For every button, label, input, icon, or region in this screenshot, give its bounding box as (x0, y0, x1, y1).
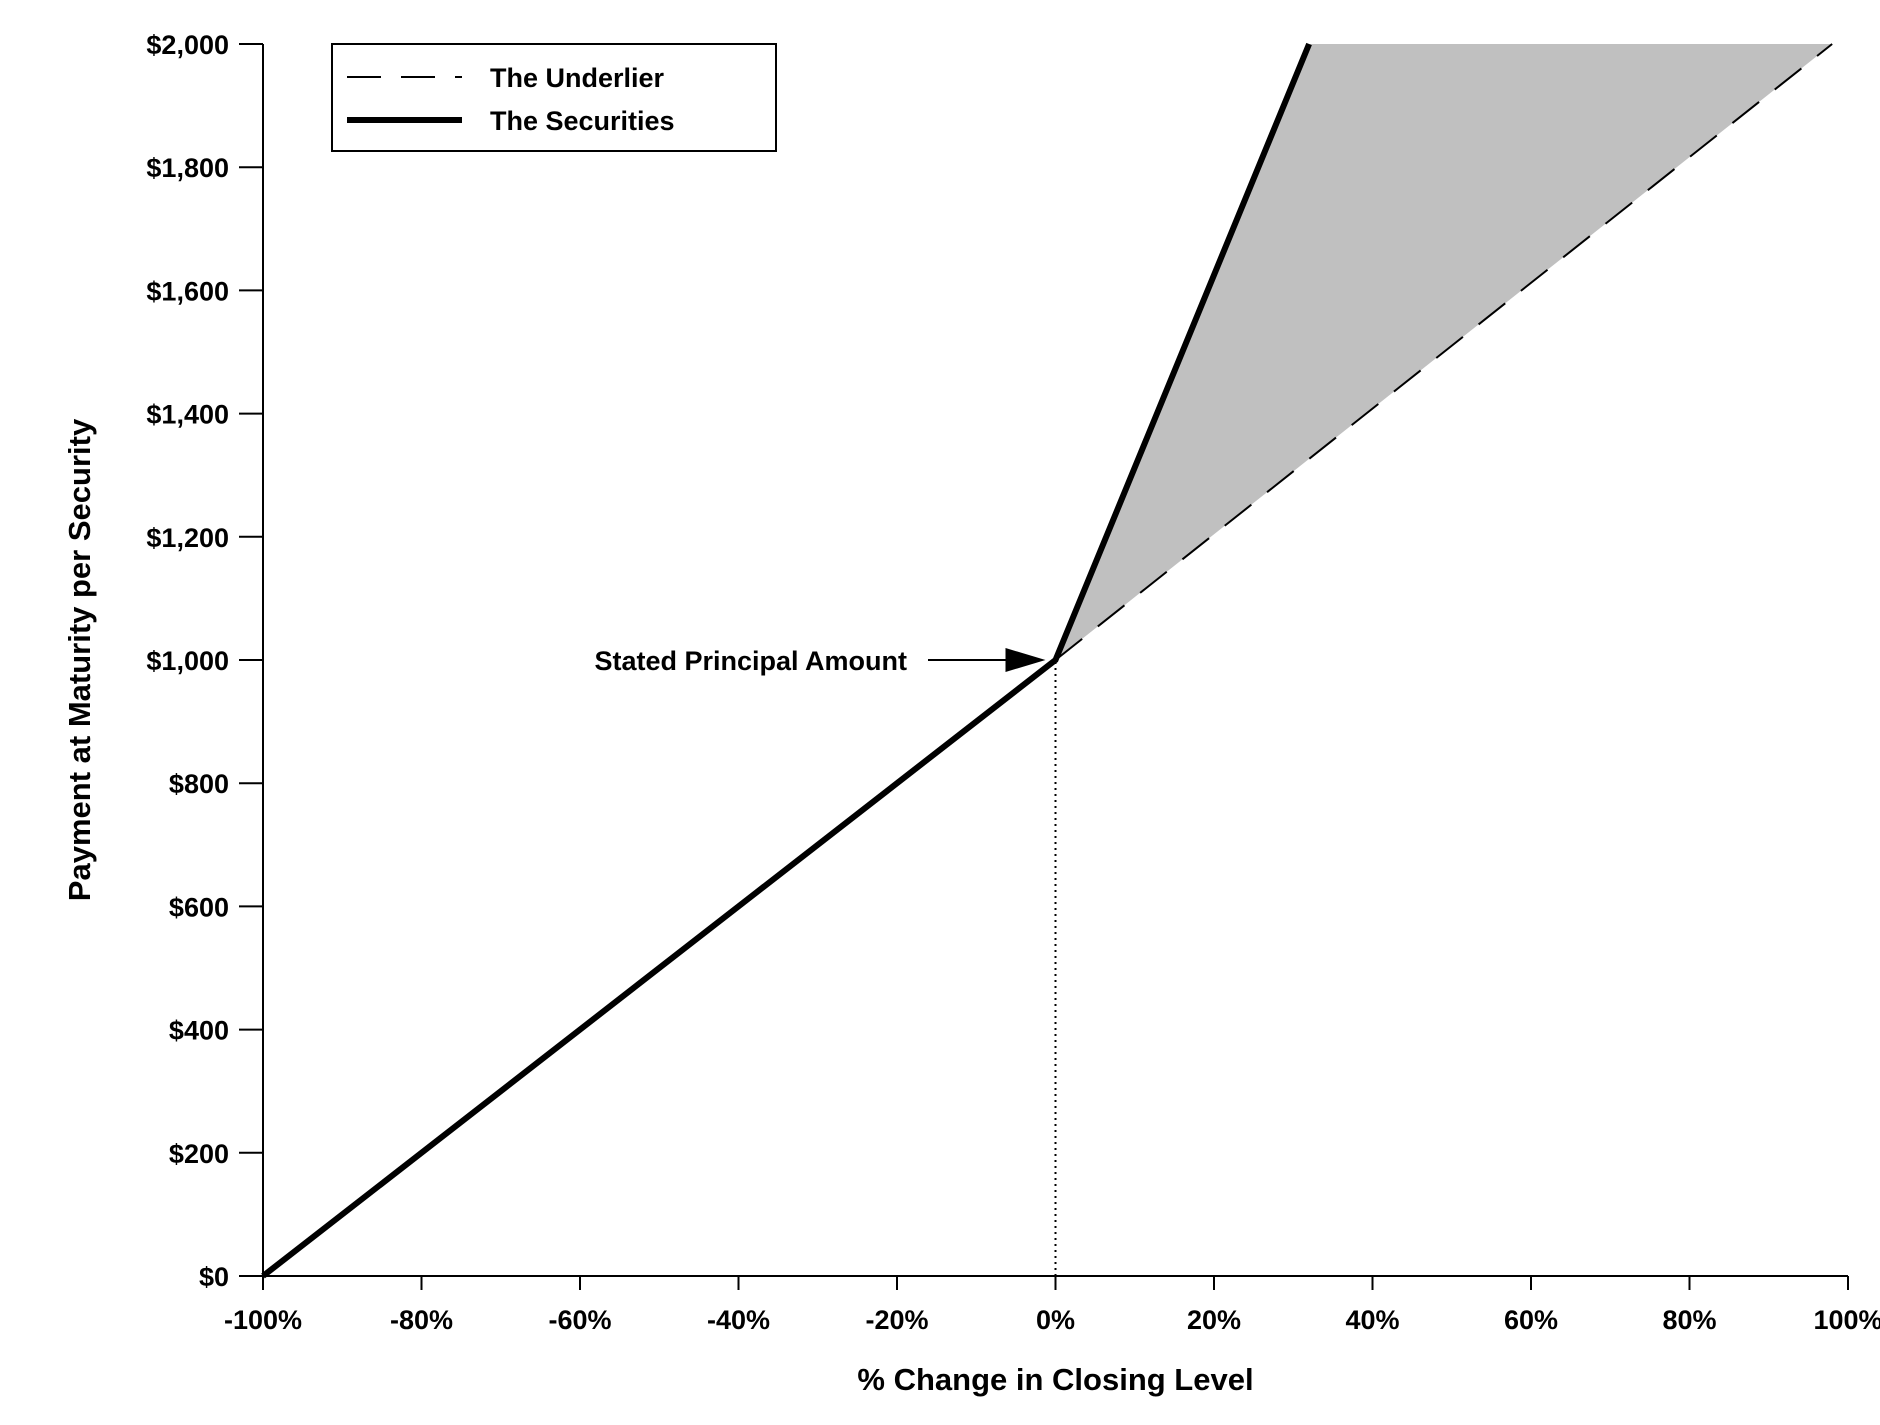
series-layer (261, 42, 1833, 1279)
annotation-layer: Stated Principal Amount (594, 646, 1046, 676)
x-tick-label: -100% (224, 1305, 302, 1335)
x-tick-label: -60% (548, 1305, 611, 1335)
y-tick-label: $600 (169, 892, 229, 922)
legend: The Underlier The Securities (331, 43, 777, 152)
y-tick-label: $0 (199, 1262, 229, 1292)
x-tick-label: 60% (1504, 1305, 1558, 1335)
x-tick-label: 80% (1662, 1305, 1716, 1335)
x-tick-label: -80% (390, 1305, 453, 1335)
x-tick-label: 0% (1036, 1305, 1075, 1335)
x-tick-label: -20% (865, 1305, 928, 1335)
y-tick-label: $200 (169, 1139, 229, 1169)
securities-series-line (261, 42, 1312, 1279)
y-axis-title: Payment at Maturity per Security (62, 418, 97, 901)
y-tick-label: $1,600 (146, 276, 229, 306)
x-tick-label: 40% (1345, 1305, 1399, 1335)
y-tick-label: $2,000 (146, 30, 229, 60)
x-tick-label: 20% (1187, 1305, 1241, 1335)
legend-label: The Securities (490, 106, 675, 136)
legend-label: The Underlier (490, 63, 665, 93)
y-tick-label: $800 (169, 769, 229, 799)
legend-box (331, 43, 777, 152)
y-tick-label: $1,000 (146, 646, 229, 676)
underlier-series-line (1054, 43, 1833, 661)
annotation-arrowhead (1005, 648, 1046, 672)
y-tick-label: $1,400 (146, 400, 229, 430)
x-tick-label: -40% (707, 1305, 770, 1335)
y-tick-label: $1,800 (146, 153, 229, 183)
stated-principal-amount-label: Stated Principal Amount (594, 646, 907, 676)
axes-layer: $0 $200 $400 $600 $800 $1,000 $1,200 $1,400 $1,6… (62, 30, 1880, 1397)
x-axis-title: % Change in Closing Level (857, 1362, 1253, 1397)
y-tick-label: $1,200 (146, 523, 229, 553)
y-tick-label: $400 (169, 1016, 229, 1046)
x-tick-label: 100% (1813, 1305, 1880, 1335)
